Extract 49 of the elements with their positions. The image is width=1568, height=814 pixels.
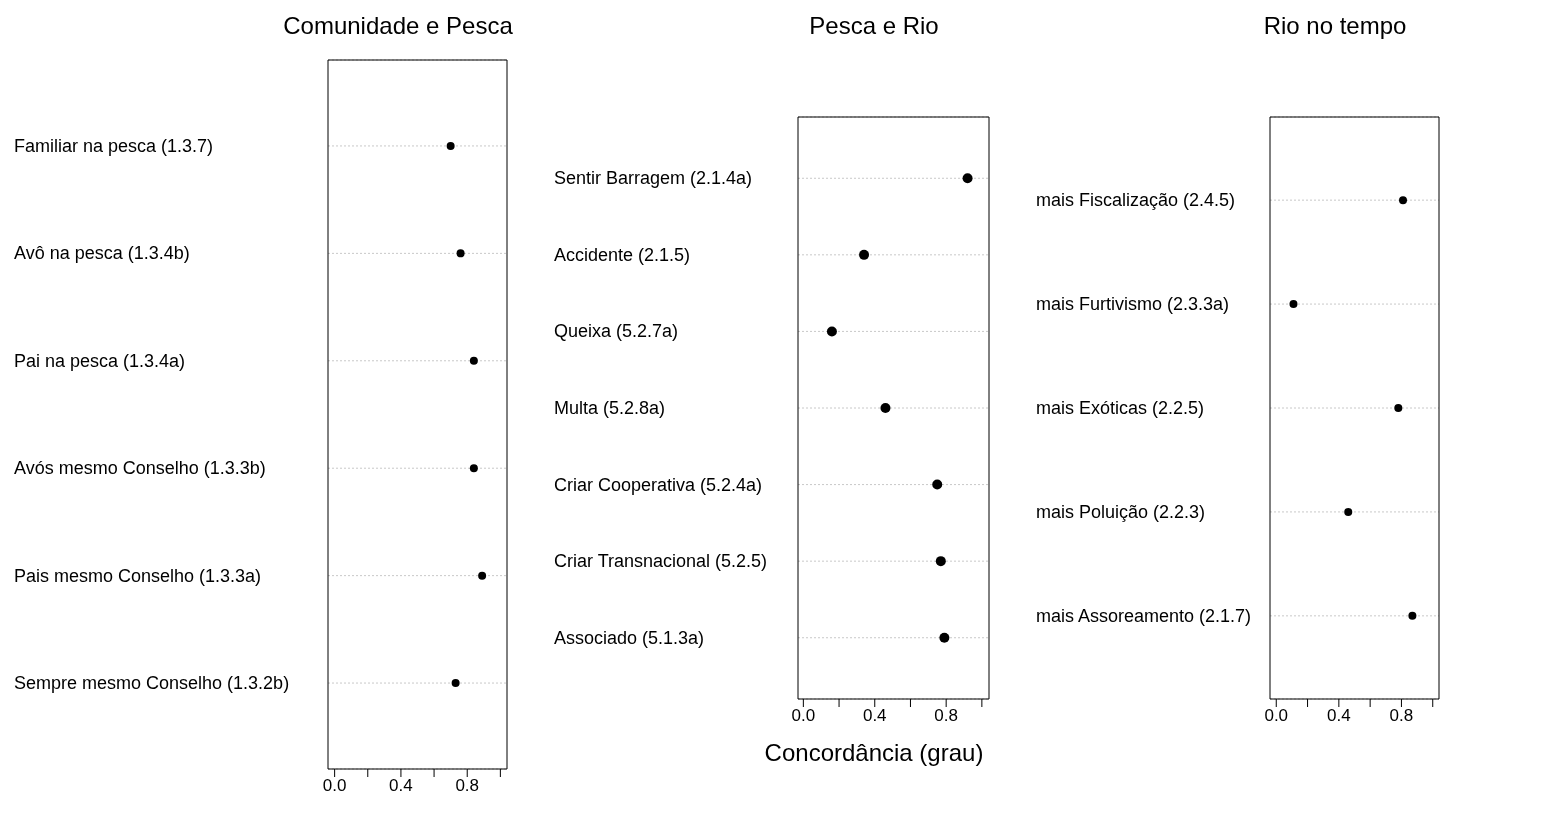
point — [446, 141, 455, 150]
point — [826, 326, 837, 337]
point — [1408, 611, 1417, 620]
y-tick-label: Avós mesmo Conselho (1.3.3b) — [14, 458, 266, 479]
y-tick-label: Sempre mesmo Conselho (1.3.2b) — [14, 673, 290, 694]
point — [469, 356, 478, 365]
y-tick-label: mais Exóticas (2.2.5) — [1036, 398, 1205, 418]
x-tick-label: 0.8 — [455, 776, 480, 796]
y-tick-label: mais Fiscalização (2.4.5) — [1036, 190, 1236, 211]
point — [932, 479, 943, 490]
point — [1394, 404, 1403, 412]
point — [1344, 507, 1353, 516]
point — [859, 249, 870, 260]
y-tick-label: Accidente (2.1.5) — [554, 244, 691, 265]
y-tick-label: Queixa (5.2.7a) — [554, 321, 679, 342]
point — [1289, 300, 1298, 309]
y-tick-label: Associado (5.1.3a) — [554, 627, 705, 648]
chart-title: Pesca e Rio — [808, 11, 940, 41]
point — [880, 403, 891, 413]
y-tick-label: mais Assoreamento (2.1.7) — [1036, 605, 1252, 626]
point — [456, 249, 465, 258]
x-tick-label: 0.8 — [1389, 706, 1414, 726]
y-tick-label: Multa (5.2.8a) — [554, 398, 666, 418]
x-tick-label: 0.8 — [934, 706, 958, 726]
x-tick-label: 0.4 — [389, 776, 413, 796]
point — [939, 632, 950, 643]
point — [478, 571, 487, 580]
point — [962, 173, 973, 184]
y-tick-label: Pai na pesca (1.3.4a) — [14, 350, 186, 371]
y-tick-label: Pais mesmo Conselho (1.3.3a) — [14, 565, 262, 586]
chart-title: Comunidade e Pesca — [282, 11, 514, 41]
y-tick-label: Sentir Barragem (2.1.4a) — [554, 168, 753, 189]
x-tick-label: 0.0 — [322, 776, 347, 796]
x-axis-title: Concordância (grau) — [763, 739, 985, 767]
x-tick-label: 0.0 — [1264, 706, 1289, 726]
x-tick-label: 0.0 — [791, 706, 816, 726]
x-tick-label: 0.4 — [1327, 706, 1351, 726]
point — [1399, 196, 1408, 205]
y-tick-label: mais Furtivismo (2.3.3a) — [1036, 294, 1230, 315]
chart-title: Rio no tempo — [1262, 11, 1408, 41]
y-tick-label: mais Poluição (2.2.3) — [1036, 501, 1206, 522]
y-tick-label: Criar Transnacional (5.2.5) — [554, 551, 768, 572]
y-tick-label: Familiar na pesca (1.3.7) — [14, 135, 214, 156]
x-tick-label: 0.4 — [862, 706, 887, 726]
y-tick-label: Avô na pesca (1.3.4b) — [14, 243, 190, 264]
point — [451, 679, 460, 688]
point — [469, 464, 478, 473]
point — [935, 556, 946, 567]
y-tick-label: Criar Cooperativa (5.2.4a) — [554, 474, 763, 495]
